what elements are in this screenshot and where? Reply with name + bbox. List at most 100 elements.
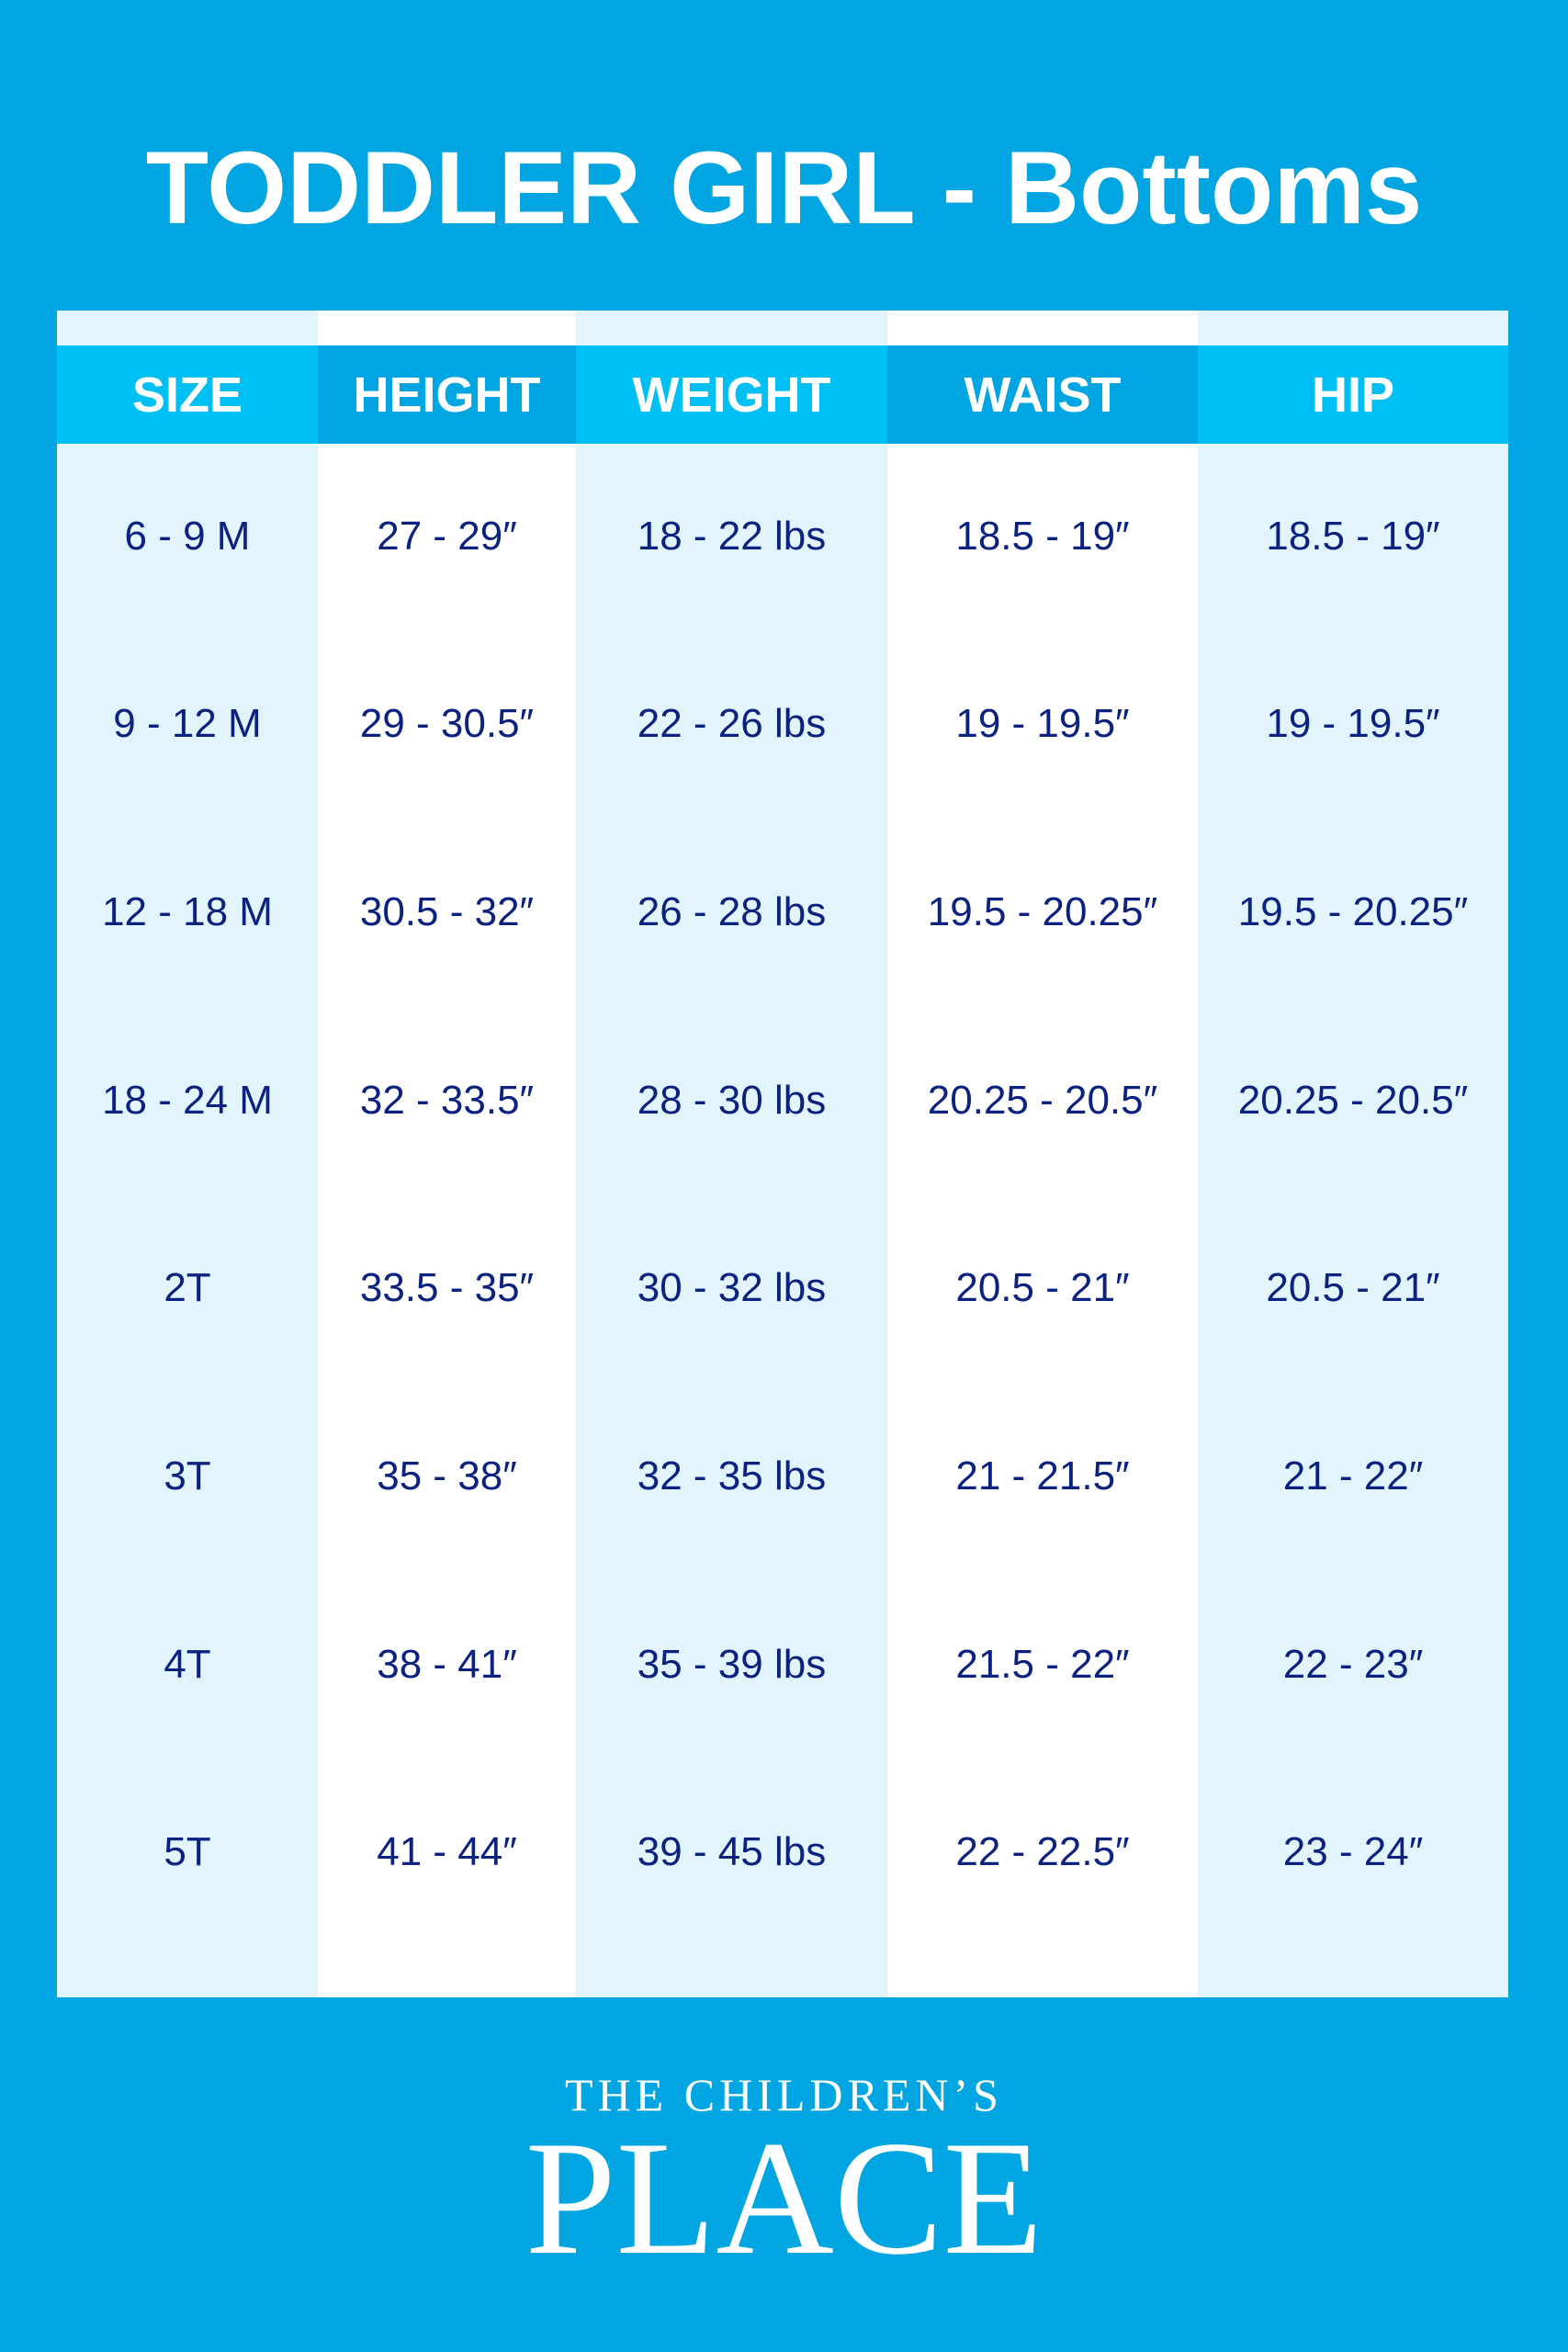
header-label: HEIGHT xyxy=(353,367,541,423)
column-header-weight: WEIGHT xyxy=(576,345,887,444)
cell-value: 19 - 19.5″ xyxy=(955,701,1130,747)
cell-value: 38 - 41″ xyxy=(377,1641,517,1687)
cell-value: 3T xyxy=(164,1453,211,1498)
cell-value: 20.25 - 20.5″ xyxy=(1237,1077,1469,1123)
table-cell-size: 9 - 12 M xyxy=(57,630,318,819)
table-cell-hip: 19 - 19.5″ xyxy=(1198,630,1508,819)
cell-value: 39 - 45 lbs xyxy=(637,1829,827,1875)
cell-value: 35 - 39 lbs xyxy=(637,1641,827,1687)
table-cell-waist: 19 - 19.5″ xyxy=(887,630,1198,819)
cell-value: 33.5 - 35″ xyxy=(359,1265,535,1311)
table-cell-height: 41 - 44″ xyxy=(318,1758,576,1947)
cell-value: 21.5 - 22″ xyxy=(955,1641,1130,1687)
column-header-hip: HIP xyxy=(1198,345,1508,444)
cell-value: 22 - 26 lbs xyxy=(637,701,827,747)
column-size: SIZE 6 - 9 M 9 - 12 M 12 - 18 M 18 - 24 M 2T 3… xyxy=(57,311,318,1997)
cell-value: 30.5 - 32″ xyxy=(359,888,535,934)
table-cell-height: 32 - 33.5″ xyxy=(318,1006,576,1194)
table-cell-height: 27 - 29″ xyxy=(318,442,576,630)
table-cell-height: 29 - 30.5″ xyxy=(318,630,576,819)
page-title: TODDLER GIRL - Bottoms xyxy=(0,110,1568,266)
cell-value: 20.5 - 21″ xyxy=(955,1265,1130,1311)
header-label: SIZE xyxy=(131,367,243,423)
title-text: TODDLER GIRL - Bottoms xyxy=(145,130,1423,245)
header-label: WEIGHT xyxy=(632,367,831,423)
table-cell-height: 38 - 41″ xyxy=(318,1570,576,1758)
column-header-size: SIZE xyxy=(57,345,318,444)
header-label: HIP xyxy=(1311,367,1395,423)
cell-value: 19.5 - 20.25″ xyxy=(927,888,1158,934)
table-cell-weight: 32 - 35 lbs xyxy=(576,1383,887,1571)
cell-value: 32 - 35 lbs xyxy=(637,1453,827,1498)
table-cell-waist: 21.5 - 22″ xyxy=(887,1570,1198,1758)
table-cell-size: 5T xyxy=(57,1758,318,1947)
cell-value: 23 - 24″ xyxy=(1282,1829,1424,1875)
column-header-waist: WAIST xyxy=(887,345,1198,444)
cell-value: 6 - 9 M xyxy=(124,513,251,559)
cell-value: 5T xyxy=(164,1829,211,1875)
cell-value: 22 - 23″ xyxy=(1282,1641,1424,1687)
header-label: WAIST xyxy=(964,367,1122,423)
cell-value: 32 - 33.5″ xyxy=(359,1077,535,1123)
cell-value: 27 - 29″ xyxy=(377,513,517,559)
cell-value: 18 - 22 lbs xyxy=(637,513,827,559)
table-cell-size: 6 - 9 M xyxy=(57,442,318,630)
table-cell-size: 4T xyxy=(57,1570,318,1758)
table-cell-weight: 39 - 45 lbs xyxy=(576,1758,887,1947)
brand-logo-line1: THE CHILDREN’S xyxy=(565,2069,1003,2120)
cell-value: 21 - 22″ xyxy=(1282,1453,1424,1498)
cell-value: 21 - 21.5″ xyxy=(955,1453,1130,1498)
cell-value: 18.5 - 19″ xyxy=(955,513,1130,559)
table-cell-waist: 19.5 - 20.25″ xyxy=(887,818,1198,1006)
column-weight: WEIGHT 18 - 22 lbs 22 - 26 lbs 26 - 28 lbs 2… xyxy=(576,311,887,1997)
table-cell-size: 18 - 24 M xyxy=(57,1006,318,1194)
brand-logo-line2: PLACE xyxy=(525,2107,1043,2289)
table-cell-waist: 20.5 - 21″ xyxy=(887,1194,1198,1383)
table-cell-weight: 26 - 28 lbs xyxy=(576,818,887,1006)
table-cell-weight: 30 - 32 lbs xyxy=(576,1194,887,1383)
table-cell-waist: 20.25 - 20.5″ xyxy=(887,1006,1198,1194)
cell-value: 20.5 - 21″ xyxy=(1266,1265,1440,1311)
cell-value: 29 - 30.5″ xyxy=(359,701,535,747)
cell-value: 41 - 44″ xyxy=(377,1829,517,1875)
table-cell-size: 3T xyxy=(57,1383,318,1571)
table-cell-height: 30.5 - 32″ xyxy=(318,818,576,1006)
cell-value: 4T xyxy=(164,1641,211,1687)
column-height: HEIGHT 27 - 29″ 29 - 30.5″ 30.5 - 32″ 32 - 3… xyxy=(318,311,576,1997)
table-cell-waist: 18.5 - 19″ xyxy=(887,442,1198,630)
table-cell-hip: 23 - 24″ xyxy=(1198,1758,1508,1947)
table-cell-hip: 20.25 - 20.5″ xyxy=(1198,1006,1508,1194)
table-cell-size: 2T xyxy=(57,1194,318,1383)
cell-value: 19.5 - 20.25″ xyxy=(1237,888,1469,934)
table-cell-hip: 22 - 23″ xyxy=(1198,1570,1508,1758)
table-cell-waist: 22 - 22.5″ xyxy=(887,1758,1198,1947)
table-cell-hip: 19.5 - 20.25″ xyxy=(1198,818,1508,1006)
table-cell-height: 33.5 - 35″ xyxy=(318,1194,576,1383)
cell-value: 19 - 19.5″ xyxy=(1266,701,1440,747)
table-cell-size: 12 - 18 M xyxy=(57,818,318,1006)
cell-value: 2T xyxy=(164,1265,211,1311)
cell-value: 12 - 18 M xyxy=(102,888,273,934)
cell-value: 18 - 24 M xyxy=(102,1077,273,1123)
table-cell-height: 35 - 38″ xyxy=(318,1383,576,1571)
cell-value: 26 - 28 lbs xyxy=(637,888,827,934)
table-cell-hip: 20.5 - 21″ xyxy=(1198,1194,1508,1383)
cell-value: 35 - 38″ xyxy=(377,1453,517,1498)
table-cell-weight: 22 - 26 lbs xyxy=(576,630,887,819)
table-cell-weight: 35 - 39 lbs xyxy=(576,1570,887,1758)
cell-value: 20.25 - 20.5″ xyxy=(927,1077,1158,1123)
table-cell-weight: 18 - 22 lbs xyxy=(576,442,887,630)
cell-value: 28 - 30 lbs xyxy=(637,1077,827,1123)
table-cell-waist: 21 - 21.5″ xyxy=(887,1383,1198,1571)
size-chart-table: SIZE 6 - 9 M 9 - 12 M 12 - 18 M 18 - 24 M 2T 3… xyxy=(57,311,1508,1997)
column-hip: HIP 18.5 - 19″ 19 - 19.5″ 19.5 - 20.25″ 20.2… xyxy=(1198,311,1508,1997)
column-waist: WAIST 18.5 - 19″ 19 - 19.5″ 19.5 - 20.25″ 20… xyxy=(887,311,1198,1997)
table-cell-hip: 21 - 22″ xyxy=(1198,1383,1508,1571)
cell-value: 9 - 12 M xyxy=(113,701,262,747)
cell-value: 22 - 22.5″ xyxy=(955,1829,1130,1875)
cell-value: 18.5 - 19″ xyxy=(1266,513,1440,559)
cell-value: 30 - 32 lbs xyxy=(637,1265,827,1311)
column-header-height: HEIGHT xyxy=(318,345,576,444)
table-cell-hip: 18.5 - 19″ xyxy=(1198,442,1508,630)
table-cell-weight: 28 - 30 lbs xyxy=(576,1006,887,1194)
